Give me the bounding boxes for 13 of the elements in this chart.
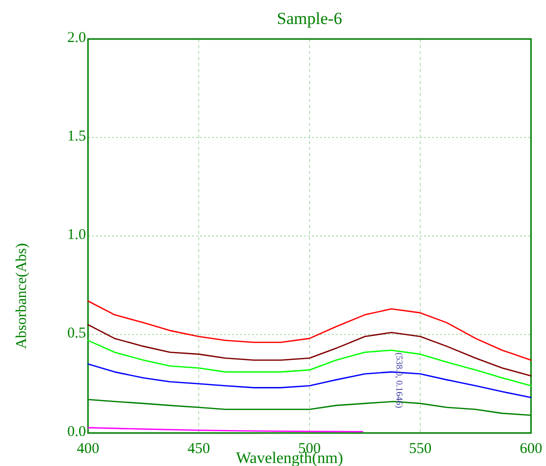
x-tick-label: 400 — [76, 441, 100, 457]
y-tick-label: 0.0 — [67, 424, 86, 440]
x-tick-label: 550 — [409, 441, 432, 457]
y-tick-label: 2.0 — [67, 30, 86, 46]
y-tick-label: 1.5 — [67, 128, 86, 144]
x-tick-label: 450 — [188, 441, 210, 457]
line-series — [87, 324, 532, 377]
x-tick-label: 600 — [520, 441, 542, 457]
y-tick-label: 0.5 — [67, 326, 86, 342]
y-tick-label: 1.0 — [67, 227, 86, 243]
y-axis-title: Absorbance(Abs) — [14, 243, 30, 349]
annotation: (538.0, 0.1646) — [394, 352, 405, 408]
chart-title: Sample-6 — [276, 9, 342, 28]
